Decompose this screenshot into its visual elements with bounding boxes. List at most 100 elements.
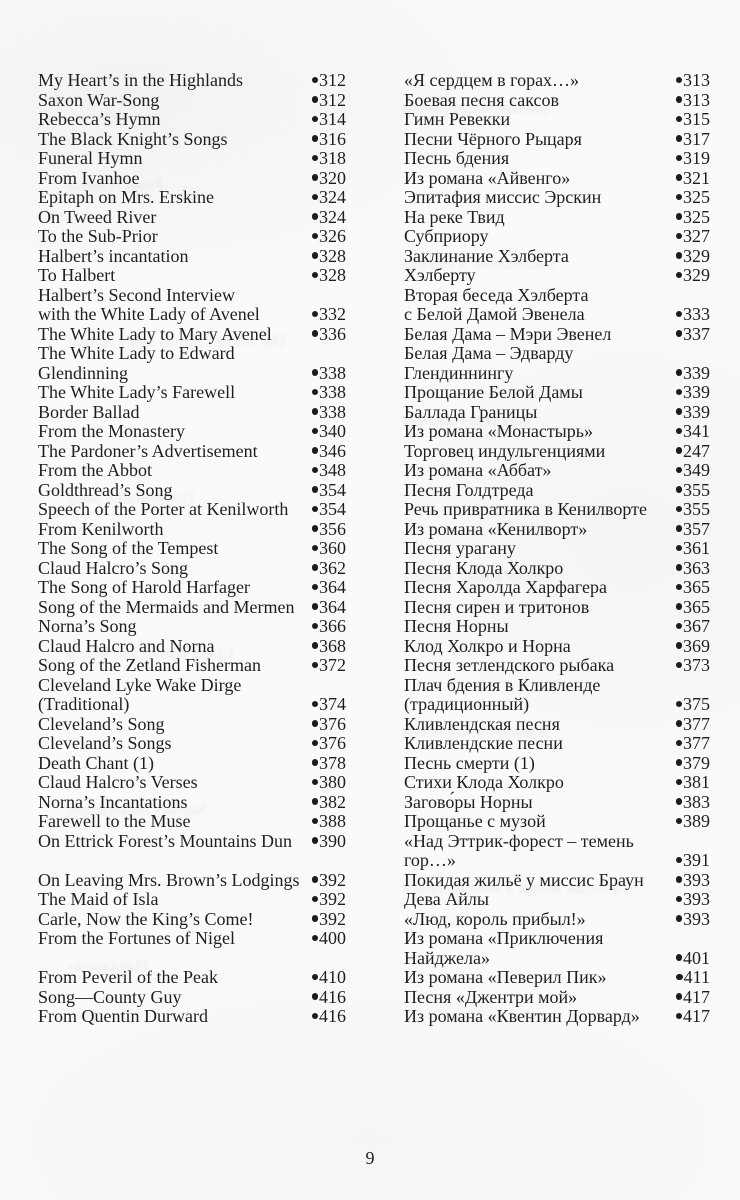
- bullet-icon: [311, 837, 318, 844]
- toc-row: Death Chant (1) 378 Песнь смерти (1) 379: [38, 753, 710, 774]
- toc-entry-page-ru: 329: [656, 246, 710, 267]
- toc-row: Cleveland Lyke Wake Dirge Плач бдения в К…: [38, 674, 710, 696]
- page-ref: 383: [683, 791, 710, 812]
- bullet-icon: [675, 135, 682, 142]
- toc-entry-title-en: From Quentin Durward: [38, 1006, 208, 1026]
- toc-entry-page-ru: 381: [656, 772, 710, 793]
- toc-entry-page-en: 382: [304, 792, 346, 813]
- toc-entry-page-en: 324: [304, 187, 346, 208]
- toc-row: Найджела» 401: [38, 947, 710, 969]
- toc-entry-page-en: 392: [304, 889, 346, 910]
- page-ref: 376: [319, 733, 346, 753]
- page-ref: 338: [319, 362, 346, 383]
- toc-entry-page-en: 364: [304, 577, 346, 598]
- bullet-icon: [311, 369, 318, 376]
- toc-entry-page-ru: 393: [656, 909, 710, 930]
- page-ref: 247: [683, 440, 710, 461]
- toc-entry-title-ru: Загово́ры Норны: [404, 791, 533, 812]
- page-ref: 340: [319, 421, 346, 441]
- page-ref: 339: [683, 401, 710, 422]
- bullet-icon: [675, 856, 682, 863]
- page-ref: 362: [319, 557, 346, 578]
- toc-entry-title-en: Cleveland Lyke Wake Dirge: [38, 674, 242, 695]
- toc-entry-page-en: 390: [304, 831, 346, 852]
- toc-entry-page-en: 340: [304, 421, 346, 442]
- toc-entry-page-en: 328: [304, 265, 346, 286]
- bullet-icon: [675, 525, 682, 532]
- bullet-icon: [311, 622, 318, 629]
- toc-row: Cleveland’s Song 376 Кливлендская песня 377: [38, 713, 710, 735]
- page-ref: 392: [319, 908, 346, 929]
- toc-entry-page-en: 416: [304, 1006, 346, 1027]
- toc-entry-page-ru: 375: [656, 694, 710, 715]
- table-of-contents: My Heart’s in the Highlands 312 «Я сердцем…: [38, 70, 710, 1027]
- toc-row: Rebecca’s Hymn 314 Гимн Ревекки 315: [38, 109, 710, 130]
- bullet-icon: [311, 96, 318, 103]
- page-ref: 328: [319, 265, 346, 285]
- page-ref: 318: [319, 148, 346, 168]
- bullet-icon: [675, 213, 682, 220]
- page-number: 9: [365, 1148, 375, 1168]
- toc-row: Border Ballad 338 Баллада Границы 339: [38, 401, 710, 423]
- toc-row: The Maid of Isla 392 Дева Айлы 393: [38, 889, 710, 910]
- toc-entry-title-ru: Песня Норны: [404, 616, 509, 636]
- bullet-icon: [311, 993, 318, 1000]
- bullet-icon: [675, 759, 682, 766]
- toc-entry-title-ru: Клод Холкро и Норна: [404, 635, 571, 656]
- page-ref: 355: [683, 499, 710, 519]
- toc-entry-title-ru: Боевая песня саксов: [404, 89, 560, 110]
- bullet-icon: [311, 427, 318, 434]
- bullet-icon: [311, 915, 318, 922]
- bullet-icon: [311, 544, 318, 551]
- toc-entry-title-en: The Pardoner’s Advertisement: [38, 440, 258, 461]
- toc-entry-title-en: From Ivanhoe: [38, 167, 140, 188]
- page-ref: 354: [319, 479, 346, 500]
- toc-entry-page-ru: [656, 832, 710, 852]
- toc-entry-page-en: 388: [304, 811, 346, 832]
- page-ref: 391: [683, 850, 710, 870]
- toc-entry-title-ru: Хэлберту: [404, 265, 476, 285]
- bullet-icon: [675, 76, 682, 83]
- toc-entry-page-en: 372: [304, 655, 346, 676]
- page-ref: 401: [683, 947, 710, 968]
- toc-entry-page-ru: 315: [656, 109, 710, 130]
- toc-entry-page-en: 410: [304, 967, 346, 988]
- toc-entry-title-en: On Tweed River: [38, 206, 157, 227]
- bullet-icon: [675, 1012, 682, 1019]
- bullet-icon: [311, 895, 318, 902]
- toc-row: On Ettrick Forest’s Mountains Dun 390 «Над…: [38, 831, 710, 852]
- toc-entry-title-en: Rebecca’s Hymn: [38, 109, 161, 129]
- toc-entry-page-ru: 393: [656, 870, 710, 891]
- toc-row: Halbert’s incantation 328 Заклинание Хэлбе…: [38, 245, 710, 267]
- toc-entry-page-en: 416: [304, 987, 346, 1008]
- toc-entry-title-ru: На реке Твид: [404, 206, 505, 227]
- bullet-icon: [311, 1012, 318, 1019]
- toc-entry-title-ru: Из романа «Приключения: [404, 928, 604, 948]
- toc-entry-page-ru: 321: [656, 168, 710, 189]
- toc-row: Norna’s Song 366 Песня Норны 367: [38, 616, 710, 637]
- toc-entry-page-ru: 357: [656, 519, 710, 540]
- toc-row: гор…» 391: [38, 850, 710, 871]
- page-ref: 364: [319, 596, 346, 617]
- toc-entry-title-ru: Кливлендская песня: [404, 713, 560, 734]
- toc-entry-title-en: Cleveland’s Songs: [38, 733, 172, 753]
- bullet-icon: [311, 271, 318, 278]
- bullet-icon: [675, 193, 682, 200]
- bullet-icon: [675, 564, 682, 571]
- toc-row: Funeral Hymn 318 Песнь бдения 319: [38, 148, 710, 169]
- toc-entry-title-ru: Прощание Белой Дамы: [404, 382, 583, 402]
- bullet-icon: [311, 583, 318, 590]
- toc-entry-page-ru: [656, 286, 710, 306]
- toc-row: From the Monastery 340 Из романа «Монастыр…: [38, 421, 710, 442]
- toc-entry-title-en: My Heart’s in the Highlands: [38, 70, 243, 90]
- toc-entry-title-en: Halbert’s incantation: [38, 245, 189, 266]
- page-ref: 366: [319, 616, 346, 636]
- toc-row: The White Lady to Mary Avenel 336 Белая Да…: [38, 324, 710, 345]
- toc-entry-title-ru: Из романа «Айвенго»: [404, 167, 571, 188]
- page-ref: 375: [683, 694, 710, 714]
- toc-entry-page-en: [304, 676, 346, 696]
- toc-entry-page-ru: 313: [656, 70, 710, 91]
- toc-entry-title-ru: Из романа «Кенилворт»: [404, 518, 588, 539]
- page-ref: 367: [683, 616, 710, 636]
- page-ref: 411: [683, 967, 710, 987]
